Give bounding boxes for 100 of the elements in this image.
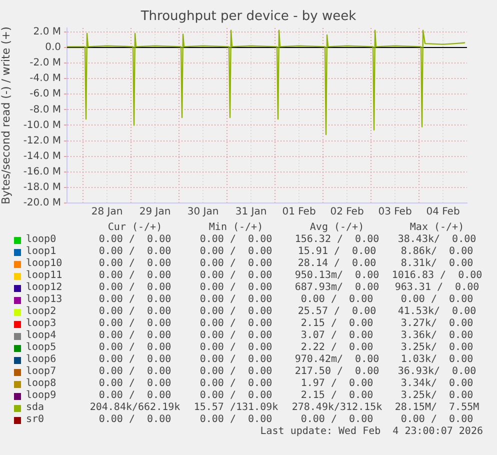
text: 1.03k/ 0.00	[400, 354, 474, 365]
text: 0.00 / 0.00	[198, 318, 274, 330]
text: 2.15 / 0.00	[300, 390, 374, 402]
text: 0.00 / 0.00	[198, 282, 274, 294]
text: 0.00 / 0.00	[198, 390, 274, 402]
text: 0.00 / 0.00	[300, 294, 374, 306]
text: 0.00 / 0.00	[98, 318, 172, 330]
x-tick-label: 28 Jan	[91, 206, 123, 218]
y-tick-label: -10.0 M	[23, 120, 61, 131]
x-tick-label: 02 Feb	[330, 206, 364, 218]
text: 0.00 / 0.00	[98, 306, 172, 318]
text: 0.00 / 0.00	[198, 234, 274, 246]
text: 1.97 / 0.00	[300, 378, 374, 390]
text: 0.00 / 0.00	[98, 378, 172, 390]
legend-label: sr0	[26, 414, 44, 426]
text: 156.32 / 0.00	[294, 234, 380, 246]
text: 3.27k/ 0.00	[400, 318, 474, 330]
text: 3.36k/ 0.00	[400, 330, 474, 342]
text: 3.07 / 0.00	[300, 330, 374, 342]
text: 28.15M/ 7.55M	[394, 402, 480, 413]
text: 0.00 / 0.00	[98, 366, 172, 378]
text: 0.00 / 0.00	[98, 342, 172, 354]
text: 0.00 / 0.00	[198, 342, 274, 354]
legend-label: loop9	[26, 390, 56, 402]
legend-label: loop3	[26, 318, 56, 330]
x-tick-label: 29 Jan	[139, 206, 171, 218]
x-tick-label: 31 Jan	[235, 206, 267, 218]
text: 0.00 / 0.00	[98, 354, 172, 366]
text: Cur (-/+)	[106, 222, 164, 234]
y-tick-label: -12.0 M	[23, 135, 61, 146]
text: 963.31 / 0.00	[394, 282, 480, 293]
x-tick-label: 03 Feb	[378, 206, 412, 218]
legend-label: loop1	[26, 246, 56, 258]
text: 28.14 / 0.00	[296, 258, 378, 270]
legend-label: loop0	[26, 234, 56, 246]
y-tick-label: -2.0 M	[30, 58, 61, 69]
legend-label: loop11	[26, 270, 62, 282]
text: 0.00 / 0.00	[198, 366, 274, 378]
text: Last update: Wed Feb 4 23:00:07 2026	[260, 426, 483, 438]
text: Min (-/+)	[208, 222, 264, 234]
y-axis-title: Bytes/second read (-) / write (+)	[0, 26, 12, 204]
legend-label: loop6	[26, 354, 56, 366]
text: 15.57 /131.09k	[194, 402, 278, 413]
text: 0.00 / 0.00	[98, 414, 172, 426]
text: 0.00 / 0.00	[198, 414, 274, 426]
text: 41.53k/ 0.00	[396, 306, 478, 318]
text: 0.00 / 0.00	[198, 330, 274, 342]
text: 8.86k/ 0.00	[400, 246, 474, 258]
text: 0.00 / 0.00	[198, 270, 274, 282]
legend-label: loop12	[26, 282, 62, 294]
text: 15.91 / 0.00	[296, 246, 378, 258]
legend-label: loop10	[26, 258, 62, 270]
text: 0.00 / 0.00	[198, 246, 274, 258]
y-tick-label: 0.0	[45, 42, 61, 54]
legend-label: loop13	[26, 294, 62, 306]
chart-title: Throughput per device - by week	[140, 9, 358, 24]
text: 3.34k/ 0.00	[400, 378, 474, 390]
y-tick-label: -8.0 M	[30, 104, 61, 116]
legend-label: loop4	[26, 330, 56, 342]
text: 0.00 / 0.00	[98, 282, 172, 294]
y-tick-label: 2.0 M	[33, 26, 61, 38]
text: 0.00 / 0.00	[98, 294, 172, 306]
text: 217.50 / 0.00	[294, 366, 380, 378]
y-tick-label: -14.0 M	[23, 150, 61, 162]
text: 950.13m/ 0.00	[294, 270, 380, 281]
y-tick-label: -18.0 M	[23, 182, 61, 194]
text: 36.93k/ 0.00	[398, 366, 476, 377]
y-tick-label: -4.0 M	[30, 73, 61, 84]
text: 0.00 / 0.00	[198, 354, 274, 366]
text: 0.00 / 0.00	[198, 258, 274, 270]
text: 2.22 / 0.00	[300, 342, 374, 354]
text: 0.00 / 0.00	[198, 306, 274, 318]
text: Avg (-/+)	[308, 222, 366, 234]
text: 0.00 / 0.00	[98, 234, 172, 246]
text: 3.25k/ 0.00	[400, 390, 474, 402]
text: 278.49k/312.15k	[292, 402, 382, 413]
y-tick-label: -20.0 M	[23, 198, 61, 209]
text: 0.00 / 0.00	[98, 258, 172, 270]
legend-label: loop2	[26, 306, 56, 318]
text: 0.00 / 0.00	[300, 414, 374, 426]
text: 0.00 / 0.00	[198, 294, 274, 306]
text: 1016.83 / 0.00	[392, 270, 482, 281]
text: 0.00 / 0.00	[98, 246, 172, 258]
y-tick-label: -6.0 M	[30, 88, 61, 100]
text: 0.00 / 0.00	[400, 294, 474, 306]
text: 687.93m/ 0.00	[294, 282, 380, 293]
legend-label: loop7	[26, 366, 56, 378]
legend-label: loop8	[26, 378, 56, 390]
text: 0.00 / 0.00	[98, 390, 172, 402]
x-tick-label: 04 Feb	[426, 206, 460, 218]
text: 970.42m/ 0.00	[294, 354, 380, 366]
legend-label: sda	[26, 402, 44, 414]
text: 0.00 / 0.00	[98, 330, 172, 342]
text: 25.57 / 0.00	[296, 306, 378, 318]
text: 0.00 / 0.00	[198, 378, 274, 390]
legend-label: loop5	[26, 342, 56, 354]
x-tick-label: 30 Jan	[187, 206, 219, 218]
text: 204.84k/662.19k	[88, 402, 182, 414]
text: 2.15 / 0.00	[300, 318, 374, 330]
text: 8.31k/ 0.00	[400, 258, 474, 270]
